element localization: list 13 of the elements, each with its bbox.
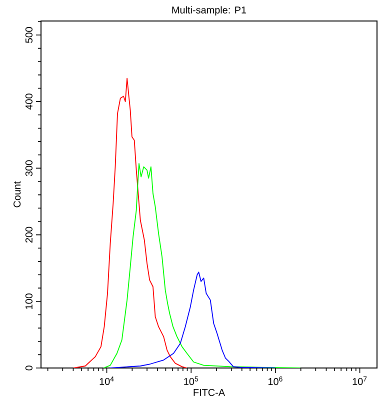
y-tick-label: 400 [25, 94, 32, 110]
x-axis-title: FITC-A [194, 388, 226, 396]
y-axis-title: Count [14, 181, 21, 208]
x-tick-label: 10$^{6}$ [268, 376, 282, 386]
y-tick-label: 200 [25, 226, 32, 243]
x-tick-label: 10$^{4}$ [100, 376, 114, 386]
chart-title: Multi-sample: P1 [172, 6, 246, 16]
y-tick-label: 500 [25, 27, 32, 43]
y-tick-label: 0 [25, 366, 32, 370]
x-tick-label: 10$^{7}$ [352, 376, 367, 386]
x-tick-label: 10$^{5}$ [184, 376, 198, 386]
y-tick-label: 100 [25, 293, 32, 309]
y-tick-label: 300 [25, 160, 32, 176]
